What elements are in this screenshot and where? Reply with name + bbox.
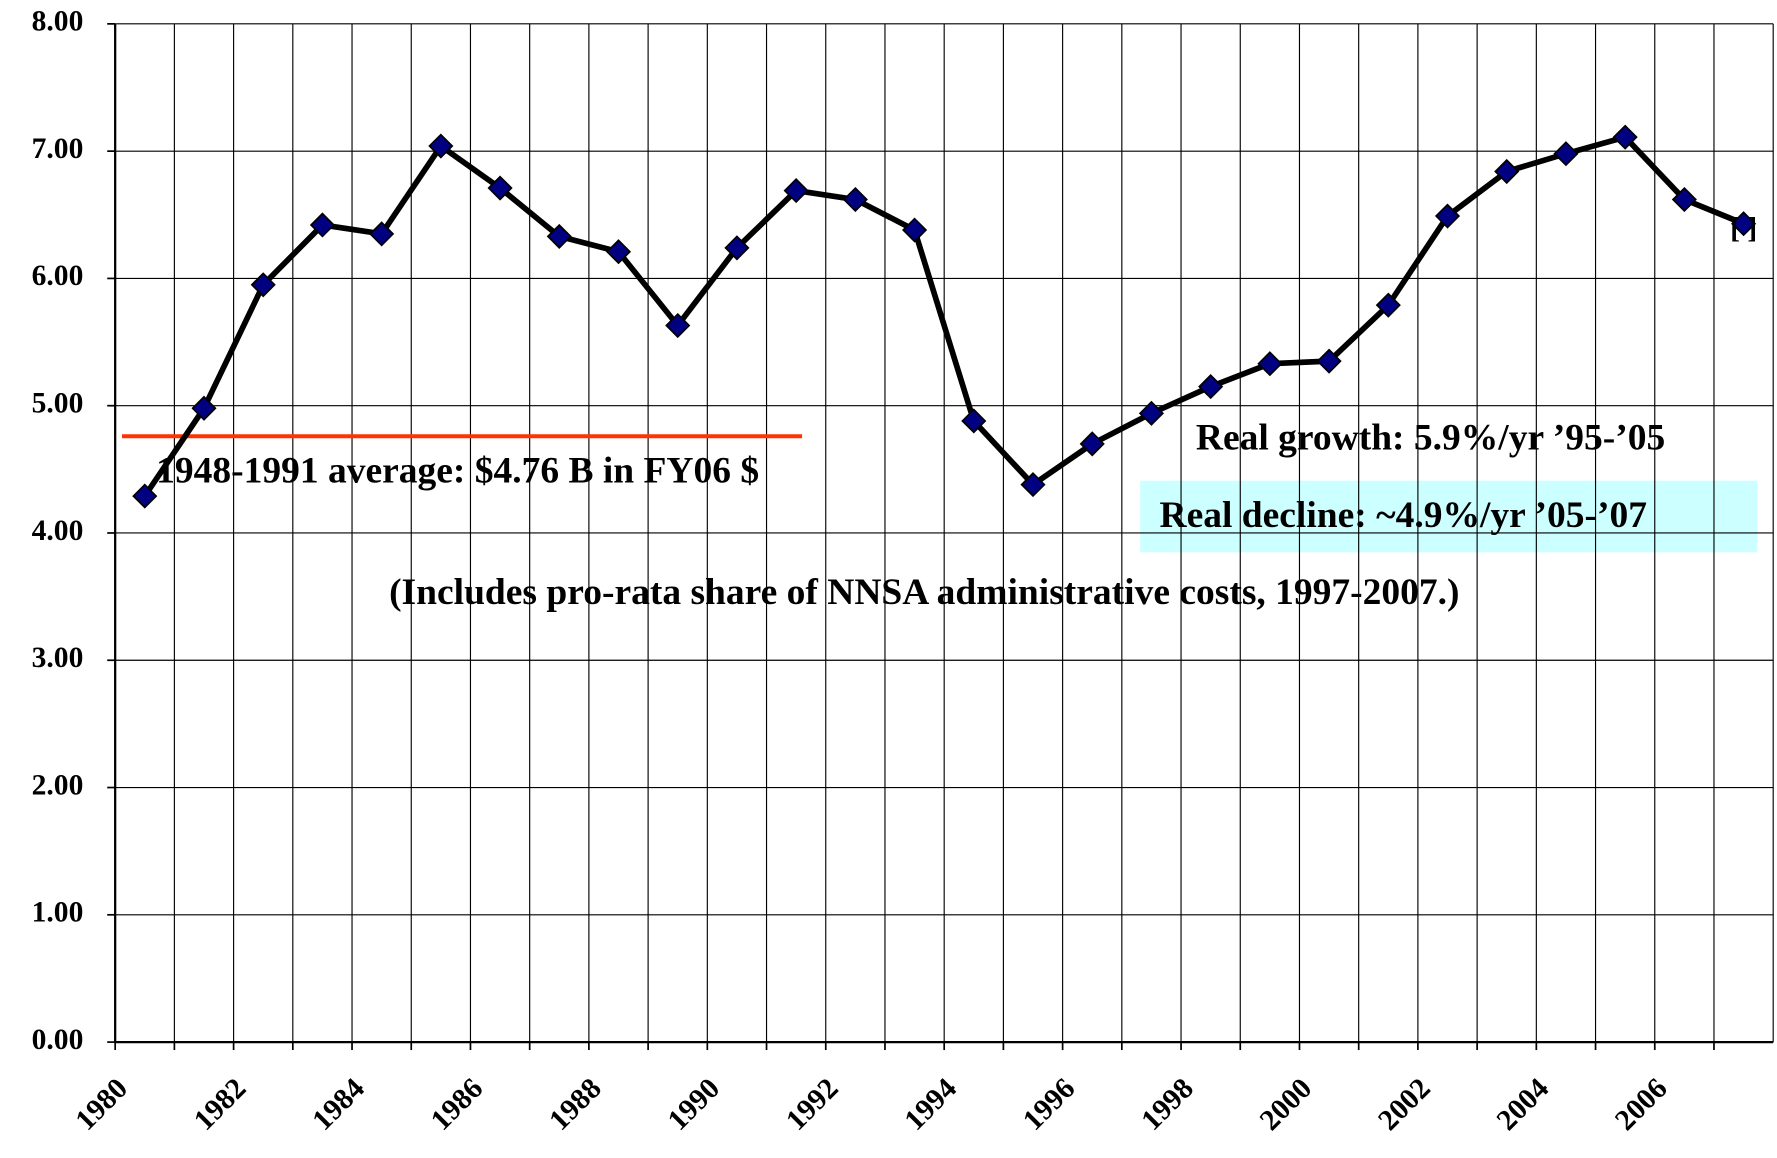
marker [1553,141,1579,167]
y-tick-label: 0.00 [32,1024,84,1056]
marker [1079,431,1105,457]
marker [1731,211,1757,237]
marker [191,395,217,421]
marker [1020,472,1046,498]
marker [605,239,632,265]
marker [132,483,158,509]
y-tick-label: 5.00 [32,387,84,419]
marker [1138,400,1165,426]
marker [1316,348,1342,374]
marker [487,175,513,201]
y-tick-label: 4.00 [32,515,84,547]
x-tick-label: 2006 [1609,1072,1673,1136]
x-tick-label: 1986 [425,1072,489,1136]
marker [1198,374,1224,400]
marker [783,178,809,204]
y-tick-label: 6.00 [32,260,84,292]
x-tick-label: 1990 [662,1072,726,1136]
x-tick-label: 2004 [1491,1072,1556,1137]
y-tick-label: 7.00 [32,133,84,165]
annotation: Real decline: ~4.9%/yr ’05-’07 [1160,495,1647,536]
x-tick-label: 1992 [780,1072,844,1136]
marker [665,312,691,339]
x-tick-label: 1996 [1017,1072,1081,1136]
x-tick-label: 1994 [899,1072,964,1137]
marker [369,221,395,247]
marker [250,272,276,298]
line [142,134,1745,498]
y-tick-label: 8.00 [32,6,84,38]
y-tick-label: 2.00 [32,769,84,801]
y-tick-label: 1.00 [32,897,84,929]
marker [309,212,335,238]
y-tick-label: 3.00 [32,642,84,674]
marker [1375,292,1401,318]
x-tick-label: 1980 [70,1072,134,1136]
x-tick-label: 1982 [188,1072,252,1136]
x-tick-label: 1998 [1135,1072,1199,1136]
annotation: Real growth: 5.9%/yr ’95-’05 [1196,418,1665,459]
marker [724,235,750,261]
annotation: (Includes pro-rata share of NNSA adminis… [389,572,1459,613]
x-tick-label: 2000 [1254,1072,1318,1136]
marker [1257,351,1283,377]
x-tick-label: 1988 [543,1072,607,1136]
marker [961,408,987,434]
annotation: [ ] [1730,212,1757,244]
marker [1612,124,1638,150]
reference-label: 1948-1991 average: $4.76 B in FY06 $ [156,450,759,491]
x-tick-label: 2002 [1372,1072,1436,1136]
x-tick-label: 1984 [306,1072,371,1137]
marker [1671,186,1697,213]
marker [546,223,572,249]
marker [902,217,928,243]
marker [842,186,868,213]
marker [1494,158,1520,185]
marker [1434,203,1461,229]
marker [428,133,454,159]
